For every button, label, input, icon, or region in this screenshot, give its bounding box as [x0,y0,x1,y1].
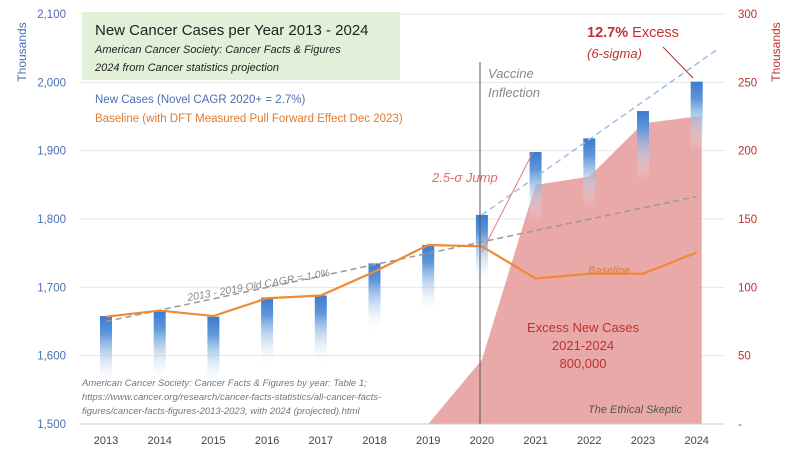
chart-subtitle-2: 2024 from Cancer statistics projection [94,62,279,74]
x-tick-label: 2023 [631,435,655,447]
chart-subtitle-1: American Cancer Society: Cancer Facts & … [94,44,341,56]
right-tick-label: 150 [738,214,757,226]
axes: 1,500 1,600 1,700 1,800 1,900 2,000 2,100 - 50 10… [37,9,757,447]
excess-pointer [662,46,694,79]
new-cases-bar [368,263,381,334]
watermark: The Ethical Skeptic [588,404,683,416]
left-axis-label: Thousands [15,22,29,81]
trendline [481,49,718,216]
left-tick-label: 1,900 [37,146,66,158]
excess-word: Excess [628,25,679,41]
left-tick-label: 1,500 [37,419,66,431]
right-tick-label: - [738,419,742,431]
excess-total-3: 800,000 [560,356,607,371]
source-3: figures/cancer-facts-figures-2013-2023, … [82,406,360,417]
excess-total-2: 2021-2024 [552,338,614,353]
right-axis-label: Thousands [769,22,783,81]
x-tick-label: 2021 [523,435,547,447]
left-tick-label: 1,800 [37,214,66,226]
new-cases-bar [261,297,274,368]
legend-new-cases: New Cases (Novel CAGR 2020+ = 2.7%) [95,94,305,106]
x-tick-label: 2013 [94,435,118,447]
sigma-label: (6-sigma) [587,46,642,61]
new-cases-bar [207,316,220,387]
excess-pct: 12.7% [587,25,628,41]
x-tick-label: 2016 [255,435,279,447]
x-tick-label: 2015 [201,435,225,447]
source-2: https://www.cancer.org/research/cancer-f… [82,392,381,403]
bars [100,81,703,387]
right-tick-label: 250 [738,77,757,89]
baseline-label: Baseline [588,265,630,277]
x-tick-label: 2018 [362,435,386,447]
excess-area-shape [423,116,702,424]
excess-area [423,116,702,424]
left-tick-label: 1,700 [37,282,66,294]
x-tick-label: 2020 [470,435,494,447]
new-cases-bar [529,152,542,223]
x-tick-label: 2019 [416,435,440,447]
chart-title: New Cancer Cases per Year 2013 - 2024 [95,22,369,39]
excess-total-1: Excess New Cases [527,320,639,335]
new-cases-bar [637,111,649,182]
baseline-polyline [105,243,698,318]
new-cases-bar [422,244,435,315]
left-tick-label: 2,100 [37,9,66,21]
new-cases-bar [100,316,112,387]
x-tick-label: 2014 [147,435,171,447]
right-tick-label: 300 [738,9,757,21]
baseline-line [105,243,698,318]
title-box [82,12,400,80]
x-tick-label: 2024 [684,435,708,447]
vaccine-label-1: Vaccine [488,66,534,81]
new-cases-bar [690,81,703,152]
vaccine-label-2: Inflection [488,85,540,100]
right-tick-label: 100 [738,282,757,294]
jump-pointer [481,151,534,253]
x-tick-label: 2022 [577,435,601,447]
new-cases-bar [475,214,488,285]
left-tick-label: 1,600 [37,351,66,363]
excess-pct-label: 12.7% Excess [587,25,679,41]
new-cases-bar [583,138,596,209]
jump-label: 2.5-σ Jump [431,170,498,185]
new-cases-bar [314,295,327,366]
legend-baseline: Baseline (with DFT Measured Pull Forward… [95,113,403,125]
left-tick-label: 2,000 [37,77,66,89]
source-1: American Cancer Society: Cancer Facts & … [81,378,367,389]
new-cases-bar [153,311,166,382]
right-tick-label: 50 [738,351,751,363]
x-tick-label: 2017 [309,435,333,447]
old-cagr-label: 2013 - 2019 Old CAGR = 1.0% [185,267,330,304]
right-tick-label: 200 [738,146,757,158]
